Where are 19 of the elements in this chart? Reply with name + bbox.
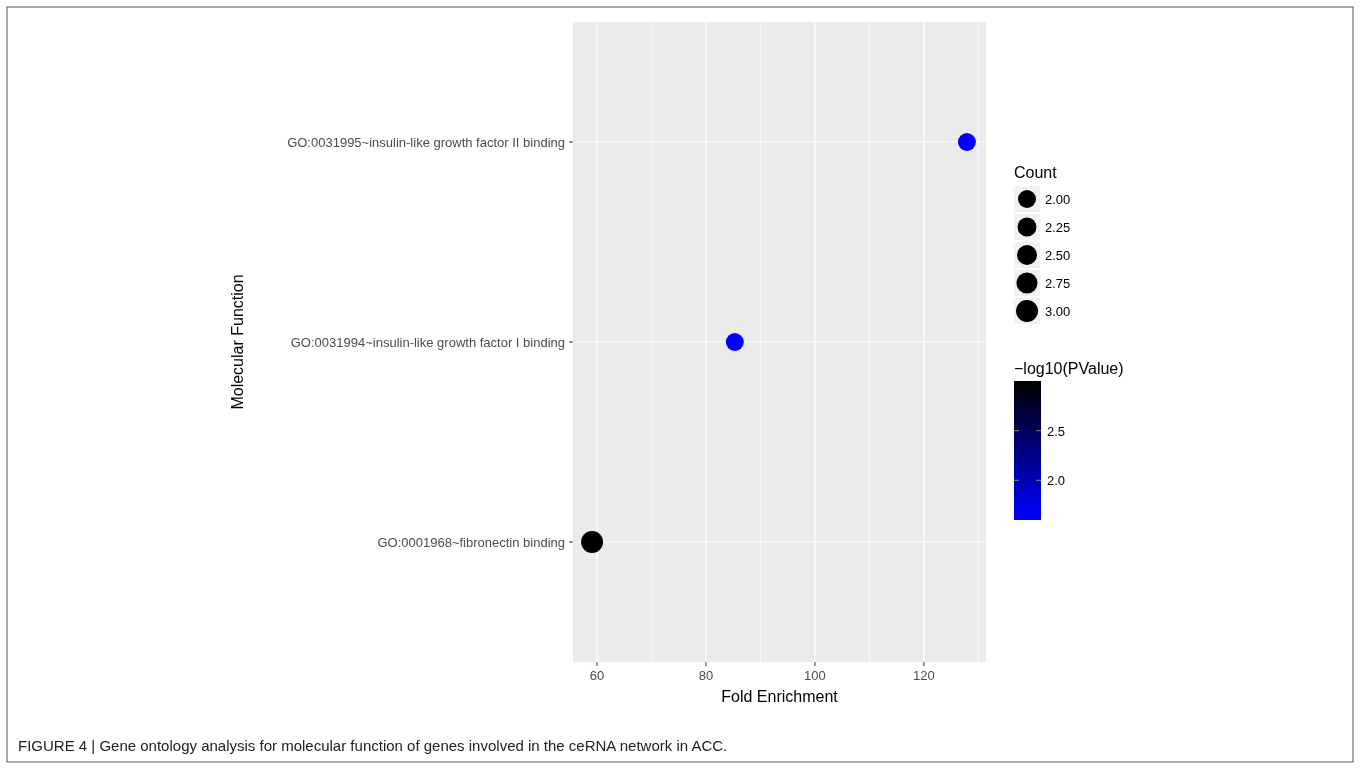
x-tick-label: 80 — [698, 668, 714, 683]
color-bar-label: 2.0 — [1047, 473, 1066, 489]
y-tick-label: GO:0001968~fibronectin binding — [377, 534, 565, 550]
y-axis-title: Molecular Function — [229, 274, 246, 410]
legend-label: 3.00 — [1045, 304, 1071, 319]
color-bar-label: 2.5 — [1047, 423, 1066, 439]
x-tick-label: 100 — [804, 668, 826, 683]
legend-label: 2.50 — [1045, 248, 1071, 263]
y-tick-label: GO:0031994~insulin-like growth factor I binding — [290, 334, 565, 350]
legend-label: 2.25 — [1045, 220, 1071, 235]
color-bar-title: −log10(PValue) — [1014, 360, 1124, 377]
y-tick-label: GO:0031995~insulin-like growth factor II binding — [287, 134, 565, 150]
legend-label: 2.00 — [1045, 192, 1071, 207]
legend-title: Count — [1014, 164, 1058, 181]
caption: FIGURE 4 | Gene ontology analysis for molecular function of genes involved in the ceRNA network in ACC. — [18, 737, 728, 754]
x-tick-label: 60 — [589, 668, 605, 683]
x-axis-title: Fold Enrichment — [721, 688, 839, 705]
x-tick-label: 120 — [913, 668, 935, 683]
legend-label: 2.75 — [1045, 276, 1071, 291]
